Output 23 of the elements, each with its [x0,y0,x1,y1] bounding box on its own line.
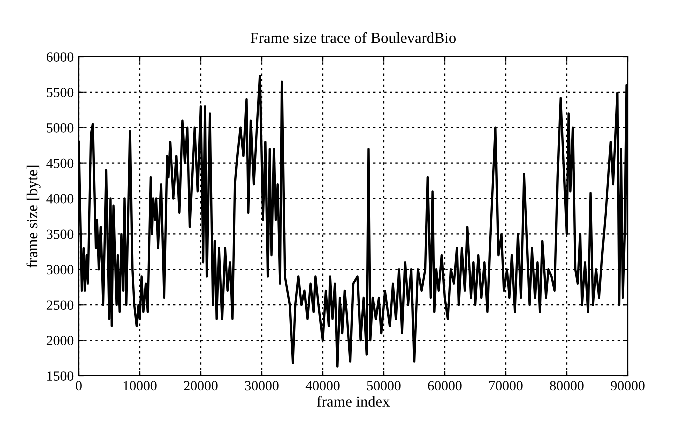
y-tick-label: 2500 [46,300,74,310]
y-tick-label: 6000 [46,52,74,62]
y-tick-label: 3000 [47,265,74,275]
y-tick-label: 3500 [47,230,74,240]
x-tick-label: 70000 [490,381,523,391]
y-tick-label: 4000 [46,194,74,204]
y-tick-label: 1500 [48,372,74,381]
x-tick-label: 60000 [428,381,462,391]
y-tick-label: 5000 [47,123,74,133]
x-tick-label: 30000 [245,381,279,391]
x-tick-label: 80000 [550,381,584,391]
x-tick-label: 50000 [367,381,401,391]
x-tick-label: 90000 [611,381,645,391]
x-tick-label: 20000 [184,381,218,391]
x-axis-title: frame index [317,396,390,407]
x-tick-label: 0 [76,381,82,391]
y-tick-label: 5500 [47,88,74,98]
y-tick-label: 2000 [46,336,74,346]
x-tick-label: 10000 [124,381,157,391]
chart-title: Frame size trace of BoulevardBio [250,32,456,44]
x-tick-label: 40000 [306,381,340,391]
y-tick-label: 4500 [46,158,74,168]
y-axis-title: frame size [byte] [26,166,41,268]
